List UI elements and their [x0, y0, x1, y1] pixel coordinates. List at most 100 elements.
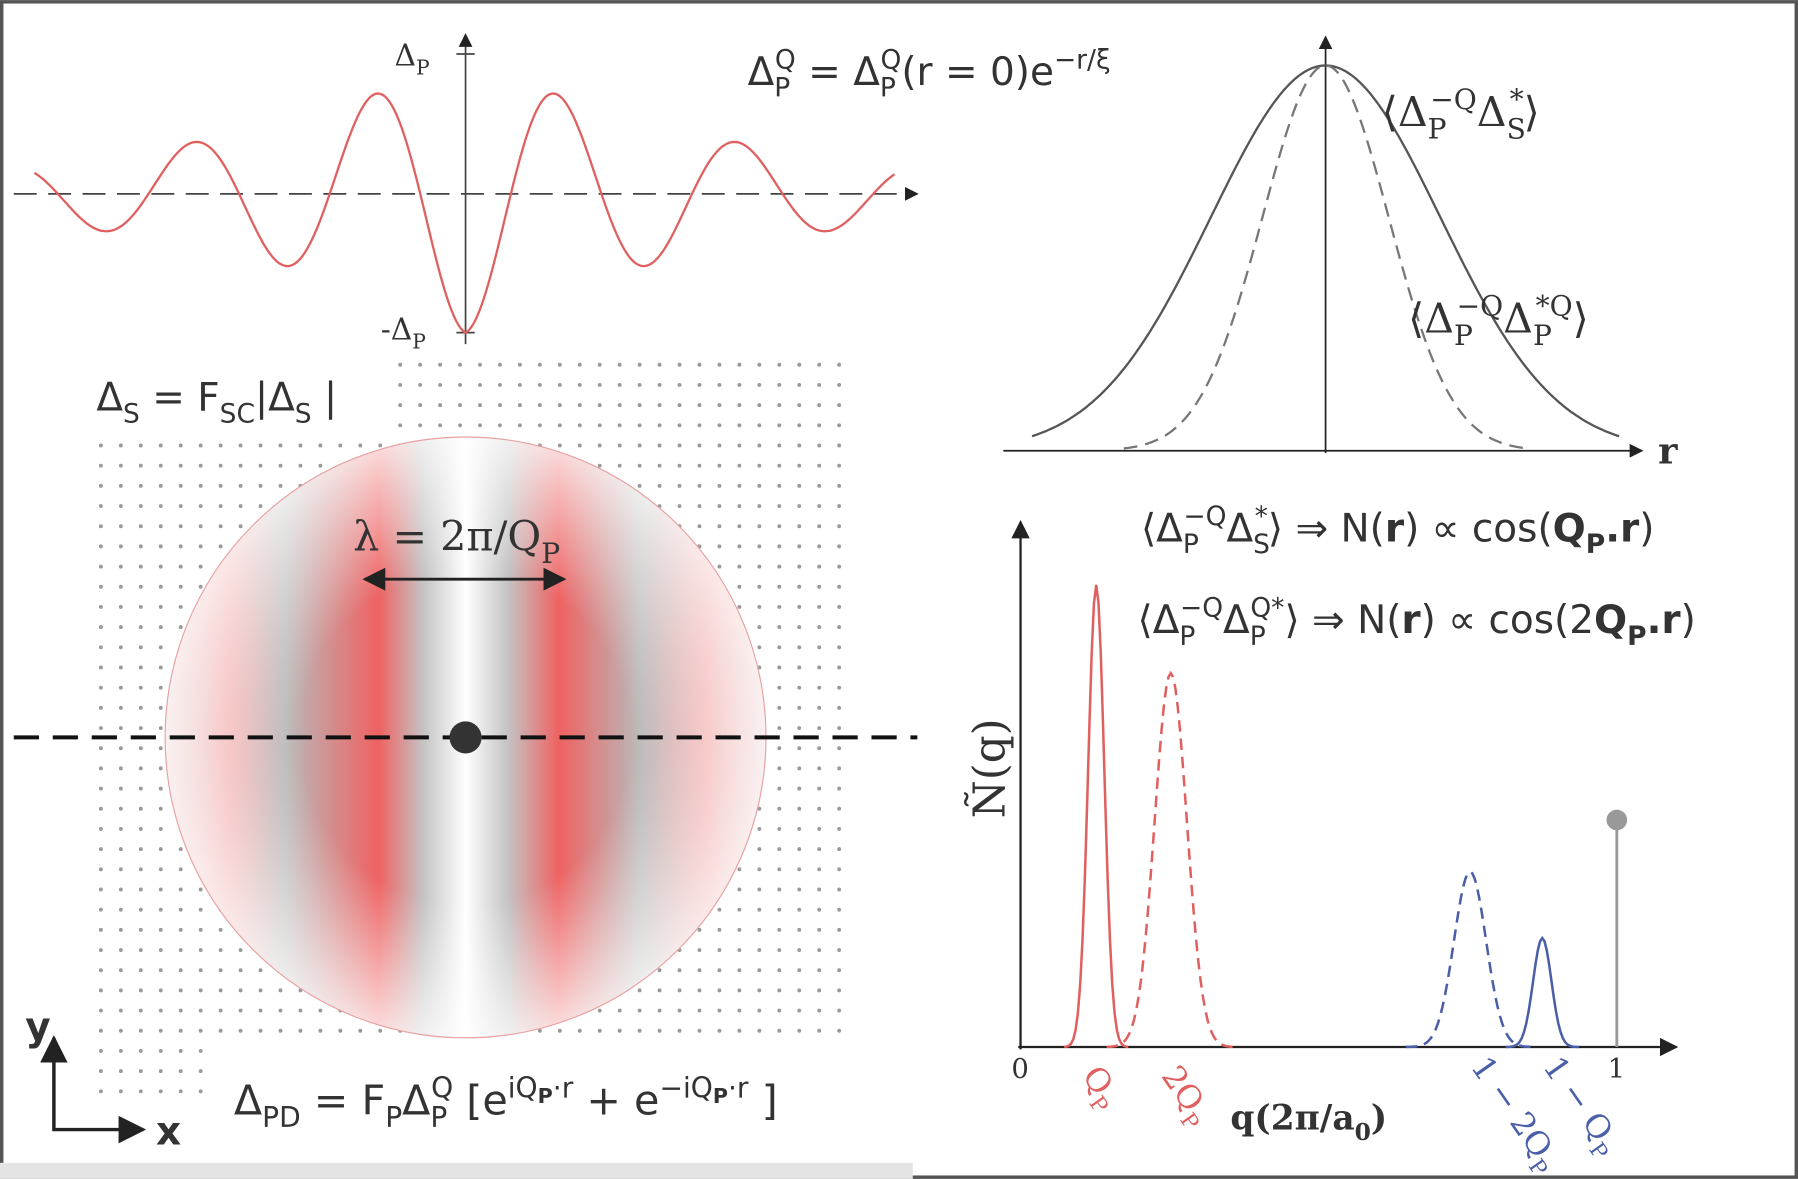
lattice-site: [777, 867, 782, 872]
lattice-site: [398, 403, 403, 408]
lattice-site: [697, 1028, 702, 1033]
lattice-site: [597, 423, 602, 428]
lattice-site: [118, 1048, 123, 1053]
lattice-site: [198, 1069, 203, 1074]
lattice-site: [178, 564, 183, 569]
lattice-site: [158, 907, 163, 912]
lattice-site: [817, 544, 822, 549]
lattice-site: [218, 1028, 223, 1033]
lattice-site: [98, 645, 103, 650]
lattice-site: [158, 1048, 163, 1053]
equation-part: ): [1639, 506, 1654, 551]
lattice-site: [298, 1028, 303, 1033]
lattice-site: [777, 382, 782, 387]
lattice-site: [178, 544, 183, 549]
lattice-site: [777, 362, 782, 367]
lattice-site: [617, 443, 622, 448]
lattice-site: [717, 362, 722, 367]
lattice-site: [118, 1028, 123, 1033]
lattice-site: [817, 665, 822, 670]
lattice-site: [98, 604, 103, 609]
lattice-site: [757, 625, 762, 630]
equation-part: P: [1533, 319, 1552, 352]
pd-equation: ΔPD = FPΔPQ [eiQP·r + e−iQP·r ]: [234, 1071, 778, 1134]
lattice-site: [797, 766, 802, 771]
peaks: [1063, 584, 1580, 1049]
lattice-site: [757, 382, 762, 387]
lattice-site: [158, 564, 163, 569]
corr-curve: [1123, 64, 1528, 450]
lattice-site: [158, 625, 163, 630]
lattice-site: [777, 504, 782, 508]
lattice-site: [118, 544, 123, 549]
lattice-site: [158, 524, 163, 529]
lattice-site: [178, 1028, 183, 1033]
lattice-site: [737, 584, 742, 589]
lattice-site: [98, 1008, 103, 1013]
lattice-site: [198, 564, 203, 569]
equation-part: ⟨Δ: [1408, 295, 1454, 343]
equation-part: [e: [453, 1077, 508, 1125]
lattice-site: [158, 463, 163, 468]
lattice-site: [158, 665, 163, 670]
lattice-site: [757, 362, 762, 367]
lattice-site: [158, 726, 163, 730]
lattice-site: [238, 988, 243, 993]
equation-part: Δ: [96, 376, 123, 421]
equation-part: Q: [880, 45, 901, 76]
equation-part: -Δ: [381, 313, 413, 348]
lattice-site: [98, 726, 103, 730]
lattice-site: [98, 463, 103, 468]
lattice-site: [198, 483, 203, 488]
lattice-site: [118, 746, 123, 751]
lattice-site: [438, 382, 443, 387]
lattice-site: [98, 826, 103, 831]
lattice-site: [837, 705, 842, 710]
lattice-site: [478, 362, 482, 367]
lattice-site: [777, 665, 782, 670]
lattice-site: [178, 968, 183, 973]
lattice-site: [797, 564, 802, 569]
lattice-site: [118, 604, 123, 609]
lattice-site: [797, 504, 802, 508]
lattice-site: [158, 443, 163, 448]
lattice-site: [717, 483, 722, 488]
lattice-site: [777, 463, 782, 468]
equation-part: P: [1454, 319, 1473, 352]
lattice-site: [657, 988, 662, 993]
lattice-site: [158, 1008, 163, 1013]
lattice-site: [158, 968, 163, 973]
lattice-site: [537, 423, 542, 428]
lattice-site: [697, 948, 702, 952]
lattice-site: [617, 362, 622, 367]
tick-label: 0: [1011, 1053, 1029, 1085]
lattice-site: [837, 968, 842, 973]
lattice-site: [737, 544, 742, 549]
lattice-site: [298, 463, 303, 468]
lattice-site: [797, 786, 802, 791]
lattice-site: [657, 1028, 662, 1033]
equation-part: P: [416, 55, 430, 79]
lattice-site: [158, 1089, 163, 1094]
lattice-site: [198, 1028, 203, 1033]
equation-part: P: [430, 1101, 447, 1134]
lattice-site: [218, 463, 223, 468]
equation-part: PD: [262, 1101, 301, 1134]
lattice-site: [797, 524, 802, 529]
lattice-site: [757, 403, 762, 408]
lattice-site: [837, 806, 842, 811]
lattice-site: [118, 867, 123, 872]
lattice-site: [697, 382, 702, 387]
lattice-site: [398, 382, 403, 387]
lattice-site: [158, 645, 163, 650]
lattice-site: [817, 1028, 822, 1033]
lattice-site: [278, 463, 283, 468]
lattice-site: [757, 524, 762, 529]
lattice-site: [777, 1028, 782, 1033]
lattice-site: [98, 1089, 103, 1094]
lattice-site: [597, 382, 602, 387]
lattice-site: [697, 988, 702, 993]
lattice-site: [837, 867, 842, 872]
lattice-site: [817, 403, 822, 408]
